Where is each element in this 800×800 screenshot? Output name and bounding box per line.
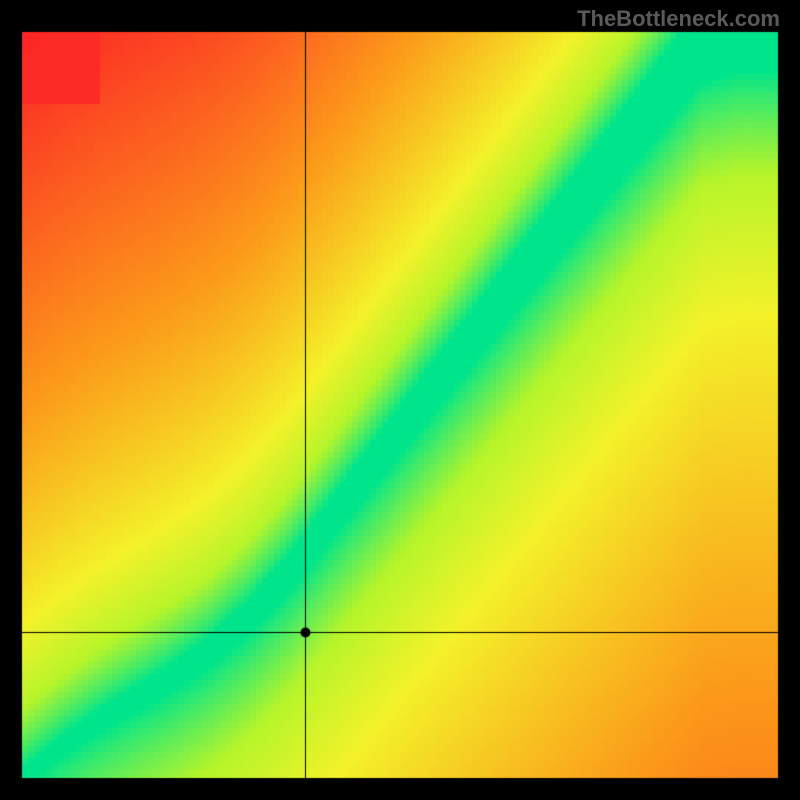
watermark-text: TheBottleneck.com xyxy=(577,6,780,32)
chart-container: { "watermark": "TheBottleneck.com", "can… xyxy=(0,0,800,800)
bottleneck-heatmap xyxy=(0,0,800,800)
